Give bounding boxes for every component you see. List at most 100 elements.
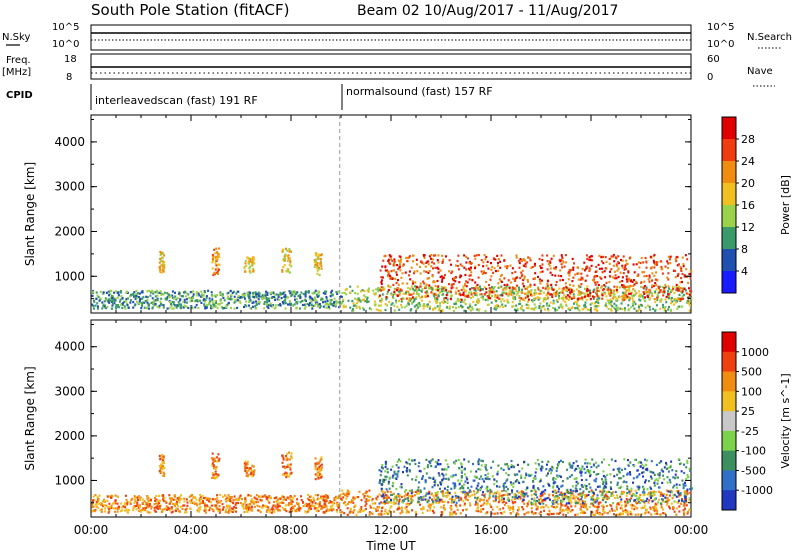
echo-cell [587,294,590,297]
echo-cell [654,282,657,285]
echo-cell [495,304,498,307]
echo-cell [665,489,668,492]
echo-cell [552,299,555,302]
echo-cell [507,488,509,491]
echo-cell [161,456,164,459]
echo-cell [417,306,420,309]
echo-cell [514,474,517,477]
echo-cell [560,510,563,513]
echo-cell [143,306,146,309]
echo-cell [534,277,536,280]
echo-cell [541,491,543,494]
echo-cell [512,505,515,508]
echo-cell [371,512,374,515]
echo-cell [411,281,414,284]
echo-cell [672,505,674,509]
echo-cell [552,302,555,305]
echo-cell [384,308,387,312]
echo-cell [278,298,281,301]
echo-cell [287,254,290,257]
echo-cell [252,502,255,505]
echo-cell [657,479,659,482]
echo-cell [367,300,370,303]
echo-cell [681,287,684,290]
echo-cell [355,306,358,309]
echo-cell [469,305,471,308]
echo-cell [596,506,599,509]
echo-cell [658,285,661,288]
echo-cell [336,501,339,504]
echo-cell [132,505,135,509]
echo-cell [560,297,563,300]
echo-cell [118,505,120,508]
echo-cell [595,511,598,514]
echo-cell [205,306,208,310]
echo-cell [499,305,502,308]
echo-cell [457,268,460,271]
echo-cell [562,261,565,264]
echo-cell [511,288,514,291]
echo-cell [607,291,610,294]
echo-cell [326,302,329,305]
echo-cell [315,302,318,305]
echo-cell [419,285,422,288]
echo-cell [268,501,271,504]
echo-cell [265,495,268,498]
echo-cell [624,297,627,301]
echo-cell [422,262,425,265]
echo-cell [163,472,166,476]
echo-cell [151,306,154,309]
echo-cell [313,299,316,302]
echo-cell [295,297,298,300]
echo-cell [624,296,627,299]
echo-cell [586,465,588,468]
echo-cell [118,507,120,510]
echo-cell [249,502,251,506]
echo-cell [683,494,686,497]
echo-cell [634,505,637,508]
echo-cell [447,494,450,497]
echo-cell [429,287,431,290]
echo-cell [261,294,264,297]
echo-cell [461,293,464,296]
echo-cell [511,305,514,308]
echo-cell [450,296,453,299]
echo-cell [125,302,128,305]
echo-cell [132,306,135,309]
echo-cell [677,287,680,290]
echo-cell [509,512,512,515]
echo-cell [653,274,656,277]
echo-cell [644,291,647,294]
echo-cell [120,502,123,505]
echo-cell [650,487,653,490]
echo-cell [330,299,333,302]
echo-cell [439,269,442,272]
echo-cell [192,290,195,293]
echo-cell [138,300,141,303]
echo-cell [534,504,537,507]
echo-cell [509,264,512,267]
echo-cell [546,304,548,307]
echo-cell [676,300,678,303]
echo-cell [418,461,421,464]
echo-cell [353,497,356,500]
echo-cell [687,510,689,514]
echo-cell [139,510,142,513]
echo-cell [216,494,219,497]
echo-cell [371,502,374,505]
echo-cell [139,498,142,502]
echo-cell [452,277,454,280]
echo-cell [117,495,119,498]
echo-cell [677,272,680,276]
echo-cell [586,274,589,277]
echo-cell [331,302,334,305]
echo-cell [141,302,144,305]
echo-cell [284,504,287,507]
echo-cell [653,493,656,496]
echo-cell [667,266,669,270]
echo-cell [470,262,473,265]
echo-cell [189,500,192,503]
echo-cell [424,494,427,497]
echo-cell [241,497,243,501]
echo-cell [137,496,140,499]
